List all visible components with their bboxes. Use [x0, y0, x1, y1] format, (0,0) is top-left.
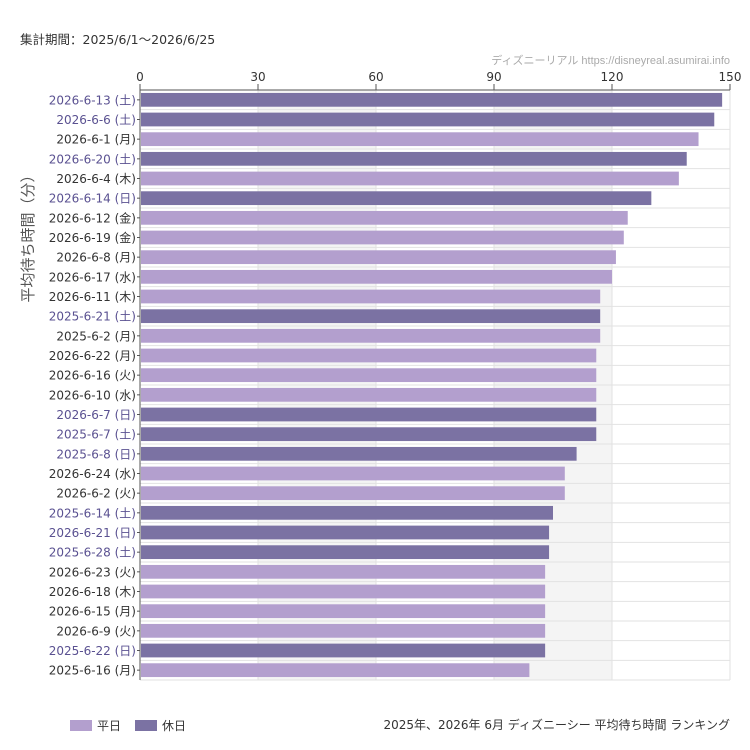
bar — [141, 446, 577, 461]
legend-swatch-weekday — [70, 720, 92, 731]
bar — [141, 466, 565, 481]
y-category-label: 2025-6-22 (日) — [49, 644, 136, 658]
bar — [141, 230, 624, 245]
y-category-label: 2026-6-17 (水) — [49, 270, 136, 284]
bar — [141, 525, 550, 540]
y-category-label: 2026-6-13 (土) — [49, 93, 136, 107]
bar — [141, 250, 616, 265]
x-tick-label: 150 — [719, 70, 742, 84]
bar — [141, 623, 546, 638]
bar — [141, 407, 597, 422]
bar — [141, 486, 565, 501]
chart-legend: 平日 休日 — [70, 717, 200, 734]
x-tick-label: 0 — [136, 70, 144, 84]
y-category-label: 2026-6-22 (月) — [49, 349, 136, 363]
bar — [141, 643, 546, 658]
y-category-label: 2026-6-11 (木) — [49, 290, 136, 304]
y-category-label: 2025-6-14 (土) — [49, 506, 136, 520]
bar — [141, 368, 597, 383]
bar — [141, 545, 550, 560]
y-category-label: 2026-6-20 (土) — [49, 152, 136, 166]
y-category-label: 2026-6-6 (土) — [56, 113, 136, 127]
bar — [141, 92, 723, 107]
y-category-label: 2025-6-2 (月) — [56, 329, 136, 343]
y-category-label: 2026-6-4 (木) — [56, 172, 136, 186]
y-category-label: 2025-6-7 (土) — [56, 428, 136, 442]
legend-item-weekday: 平日 — [70, 717, 121, 734]
y-category-label: 2026-6-1 (月) — [56, 133, 136, 147]
x-tick-label: 30 — [250, 70, 265, 84]
y-category-label: 2026-6-2 (火) — [56, 487, 136, 501]
bar — [141, 151, 687, 166]
y-category-label: 2026-6-19 (金) — [49, 230, 136, 245]
bar — [141, 505, 553, 520]
legend-swatch-holiday — [135, 720, 158, 731]
y-category-label: 2026-6-14 (日) — [49, 192, 136, 206]
bar — [141, 604, 546, 619]
bar — [141, 132, 699, 147]
y-category-label: 2026-6-16 (火) — [49, 369, 136, 383]
bar — [141, 564, 546, 579]
bar — [141, 210, 628, 225]
y-category-label: 2026-6-8 (月) — [56, 251, 136, 265]
legend-label-holiday: 休日 — [162, 719, 187, 733]
y-category-label: 2026-6-24 (水) — [49, 467, 136, 481]
y-category-label: 2026-6-21 (日) — [49, 526, 136, 540]
bar — [141, 171, 679, 186]
y-category-label: 2026-6-9 (火) — [56, 624, 136, 638]
bar — [141, 387, 597, 402]
y-axis-title: 平均待ち時間（分） — [19, 167, 37, 302]
bar — [141, 348, 597, 363]
x-tick-label: 120 — [601, 70, 624, 84]
bar — [141, 112, 715, 127]
bar — [141, 663, 530, 678]
y-category-label: 2025-6-28 (土) — [49, 546, 136, 560]
bar — [141, 427, 597, 442]
bar — [141, 191, 652, 206]
bar — [141, 328, 601, 343]
x-tick-label: 60 — [368, 70, 383, 84]
y-category-label: 2026-6-7 (日) — [56, 408, 136, 422]
bar — [141, 269, 612, 284]
y-category-label: 2026-6-18 (木) — [49, 585, 136, 599]
bar — [141, 584, 546, 599]
x-tick-label: 90 — [486, 70, 501, 84]
bar — [141, 309, 601, 324]
legend-item-holiday: 休日 — [135, 717, 186, 734]
y-category-label: 2026-6-10 (水) — [49, 388, 136, 402]
y-category-label: 2025-6-16 (月) — [49, 664, 136, 678]
chart-caption: 2025年、2026年 6月 ディズニーシー 平均待ち時間 ランキング — [383, 718, 730, 732]
y-category-label: 2026-6-12 (金) — [49, 210, 136, 225]
y-category-label: 2025-6-8 (日) — [56, 447, 136, 461]
period-label: 集計期間：2025/6/1〜2026/6/25 — [20, 32, 216, 47]
legend-label-weekday: 平日 — [97, 719, 122, 733]
y-category-label: 2026-6-23 (火) — [49, 565, 136, 579]
y-category-label: 2026-6-15 (月) — [49, 605, 136, 619]
y-category-label: 2025-6-21 (土) — [49, 310, 136, 324]
bar — [141, 289, 601, 304]
site-credit: ディズニーリアル https://disneyreal.asumirai.inf… — [491, 55, 730, 67]
